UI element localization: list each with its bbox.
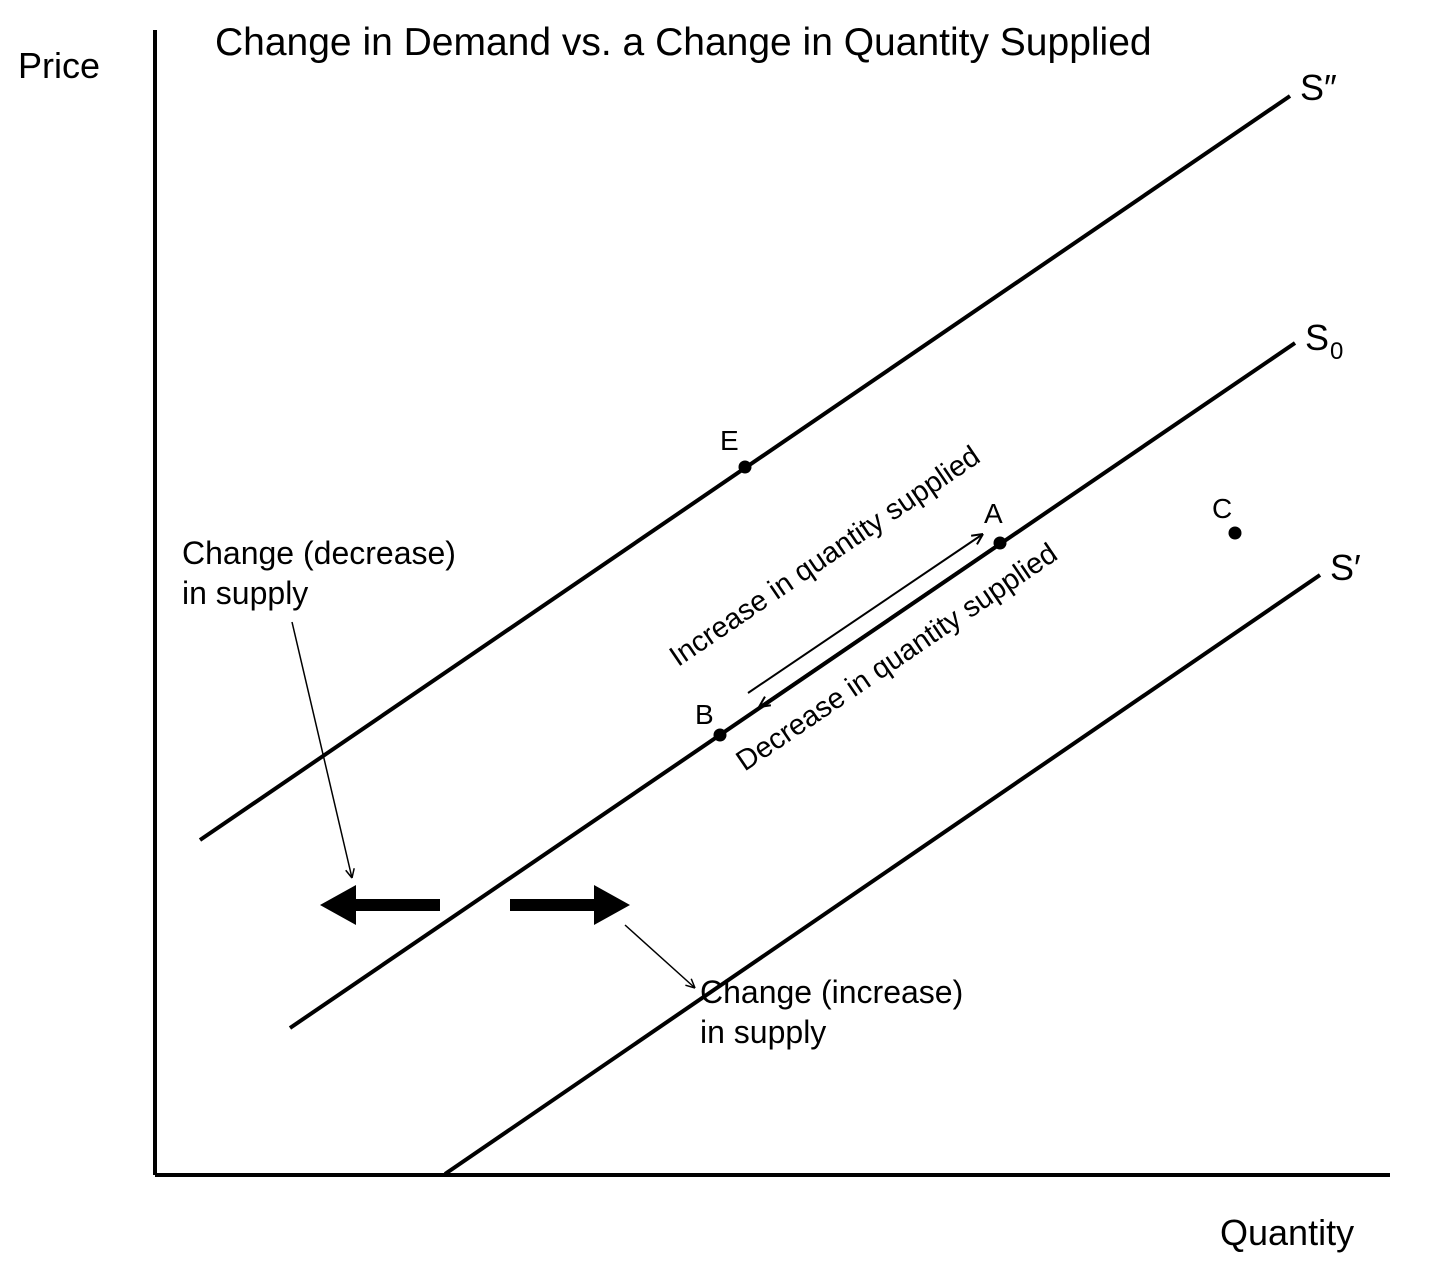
label-s-zero: S0: [1305, 317, 1343, 365]
shift-arrow-right: [510, 885, 630, 925]
point-label-B: B: [695, 699, 714, 730]
callout-increase-supply-line1: Change (increase): [700, 974, 963, 1010]
point-label-C: C: [1212, 493, 1232, 524]
callout-arrow-increase: [625, 925, 695, 988]
label-s-double-prime: S″: [1300, 67, 1337, 108]
point-B: [714, 729, 727, 742]
x-axis-label: Quantity: [1220, 1212, 1354, 1253]
point-A: [994, 537, 1007, 550]
label-s-prime: S′: [1330, 547, 1361, 588]
point-label-A: A: [984, 498, 1003, 529]
callout-decrease-supply-line2: in supply: [182, 575, 308, 611]
shift-arrow-left: [320, 885, 440, 925]
y-axis-label: Price: [18, 45, 100, 86]
callout-arrow-decrease: [292, 622, 352, 878]
callout-decrease-supply-line1: Change (decrease): [182, 535, 456, 571]
supply-shift-diagram: Change in Demand vs. a Change in Quantit…: [0, 0, 1442, 1275]
point-E: [739, 461, 752, 474]
point-C: [1229, 527, 1242, 540]
callout-increase-supply-line2: in supply: [700, 1014, 826, 1050]
supply-line-s-zero: [290, 343, 1295, 1028]
point-label-E: E: [720, 425, 739, 456]
chart-title: Change in Demand vs. a Change in Quantit…: [215, 21, 1152, 64]
